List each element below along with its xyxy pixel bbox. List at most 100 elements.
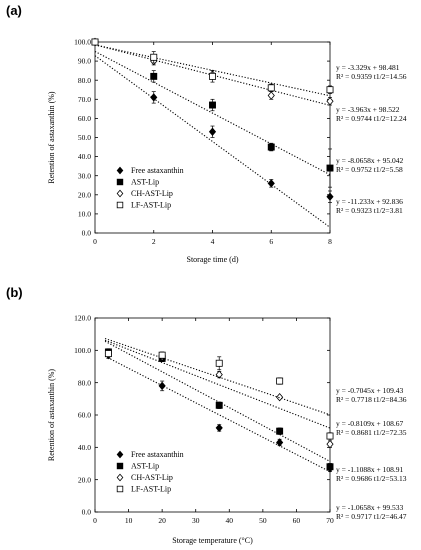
x-tick-label: 0 (93, 516, 97, 525)
x-tick-label: 60 (293, 516, 301, 525)
fit-r2-halflife: R² = 0.9752 t1/2=5.58 (336, 165, 403, 174)
data-point (326, 164, 334, 172)
fit-equation: y = -3.329x + 98.481 (336, 63, 400, 72)
x-tick-label: 4 (211, 237, 215, 246)
fit-r2-halflife: R² = 0.9744 t1/2=12.24 (336, 114, 407, 123)
y-tick-label: 90.0 (78, 57, 91, 66)
data-point (150, 72, 158, 80)
y-axis-title: Retention of astaxanthin (%) (47, 369, 56, 462)
y-tick-label: 10.0 (78, 210, 91, 219)
series-free-astaxanthin (91, 37, 334, 228)
data-point (215, 423, 223, 433)
x-tick-label: 20 (158, 516, 166, 525)
data-point (267, 84, 275, 92)
series-lf-ast-lip (91, 38, 334, 97)
fit-equation: y = -8.0658x + 95.042 (336, 156, 403, 165)
data-point (208, 127, 217, 136)
trend-line (104, 339, 331, 429)
plot-frame (94, 317, 331, 513)
data-point (215, 370, 223, 379)
legend-label: LF-AST-Lip (131, 201, 171, 210)
y-tick-label: 100.0 (74, 38, 91, 47)
legend-label: Free astaxanthin (131, 450, 184, 459)
panel-letter: (b) (6, 285, 23, 300)
data-point (209, 101, 216, 109)
y-tick-label: 120.0 (74, 314, 91, 323)
trend-line (104, 355, 331, 473)
data-point (326, 96, 334, 106)
y-tick-label: 50.0 (78, 133, 91, 142)
y-tick-label: 70.0 (78, 95, 91, 104)
data-point (276, 427, 284, 435)
x-tick-label: 0 (93, 237, 97, 246)
chart-panel-b: (b) 0.0 20.0 40.0 60.0 80.0 100.0 120.0 0 10 20 30 4… (6, 285, 407, 545)
series-free-astaxanthin (104, 350, 334, 473)
data-point (91, 38, 99, 46)
data-point (150, 53, 158, 61)
data-point (276, 377, 284, 385)
data-point (326, 86, 334, 94)
x-tick-label: 2 (152, 237, 156, 246)
y-tick-label: 30.0 (78, 171, 91, 180)
x-tick-label: 6 (269, 237, 273, 246)
x-tick-label: 70 (326, 516, 334, 525)
fit-equation: y = -0.7045x + 109.43 (336, 386, 403, 395)
legend-marker (116, 201, 124, 209)
x-tick-label: 8 (328, 237, 332, 246)
legend-marker (116, 178, 124, 186)
trend-line (94, 50, 331, 176)
data-point (104, 350, 112, 358)
legend-marker (116, 485, 124, 493)
y-axis-title: Retention of astaxanthin (%) (47, 91, 56, 184)
legend-marker (116, 189, 124, 198)
data-point (326, 432, 334, 440)
data-point (158, 381, 166, 391)
x-tick-label: 30 (192, 516, 200, 525)
fit-r2-halflife: R² = 0.7718 t1/2=84.36 (336, 395, 407, 404)
legend-label: AST-Lip (131, 462, 159, 471)
y-tick-label: 80.0 (78, 76, 91, 85)
x-axis-title: Storage temperature (°C) (172, 536, 253, 545)
data-point (267, 179, 275, 188)
data-point (209, 72, 216, 80)
panel-letter: (a) (6, 3, 22, 18)
fit-r2-halflife: R² = 0.9359 t1/2=14.56 (336, 72, 407, 81)
legend-marker (116, 166, 124, 175)
y-tick-label: 0.0 (82, 508, 92, 517)
x-tick-label: 10 (125, 516, 133, 525)
data-point (326, 439, 334, 449)
fit-r2-halflife: R² = 0.9717 t1/2=46.47 (336, 512, 407, 521)
y-tick-label: 60.0 (78, 114, 91, 123)
x-tick-label: 50 (259, 516, 267, 525)
legend-label: AST-Lip (131, 178, 159, 187)
data-point (150, 93, 158, 102)
y-tick-label: 80.0 (78, 378, 91, 387)
chart-panel-a: (a) 0.0 10.0 20.0 30.0 40.0 50.0 60.0 70.0 80.0 90… (6, 3, 407, 264)
fit-equation: y = -1.1088x + 108.91 (336, 465, 403, 474)
series-lf-ast-lip (104, 337, 334, 440)
data-point (215, 359, 223, 367)
legend-marker (116, 462, 124, 470)
trend-line (104, 337, 331, 416)
data-point (326, 463, 334, 471)
fit-equation: y = -11.233x + 92.836 (336, 197, 403, 206)
legend-label: Free astaxanthin (131, 166, 184, 175)
fit-r2-halflife: R² = 0.9323 t1/2=3.81 (336, 206, 403, 215)
data-point (215, 401, 223, 409)
legend-label: LF-AST-Lip (131, 485, 171, 494)
fit-equation: y = -3.963x + 98.522 (336, 105, 400, 114)
data-point (267, 143, 275, 151)
y-tick-label: 60.0 (78, 411, 91, 420)
data-point (276, 438, 284, 447)
legend-label: CH-AST-Lip (131, 473, 173, 482)
series-ast-lip (91, 38, 334, 188)
y-tick-label: 100.0 (74, 346, 91, 355)
trend-line (104, 340, 331, 462)
data-point (267, 91, 275, 100)
fit-equation: y = -0.8109x + 108.67 (336, 419, 403, 428)
data-point (326, 192, 334, 201)
y-tick-label: 0.0 (82, 229, 92, 238)
y-tick-label: 20.0 (78, 190, 91, 199)
legend-marker (116, 473, 124, 482)
